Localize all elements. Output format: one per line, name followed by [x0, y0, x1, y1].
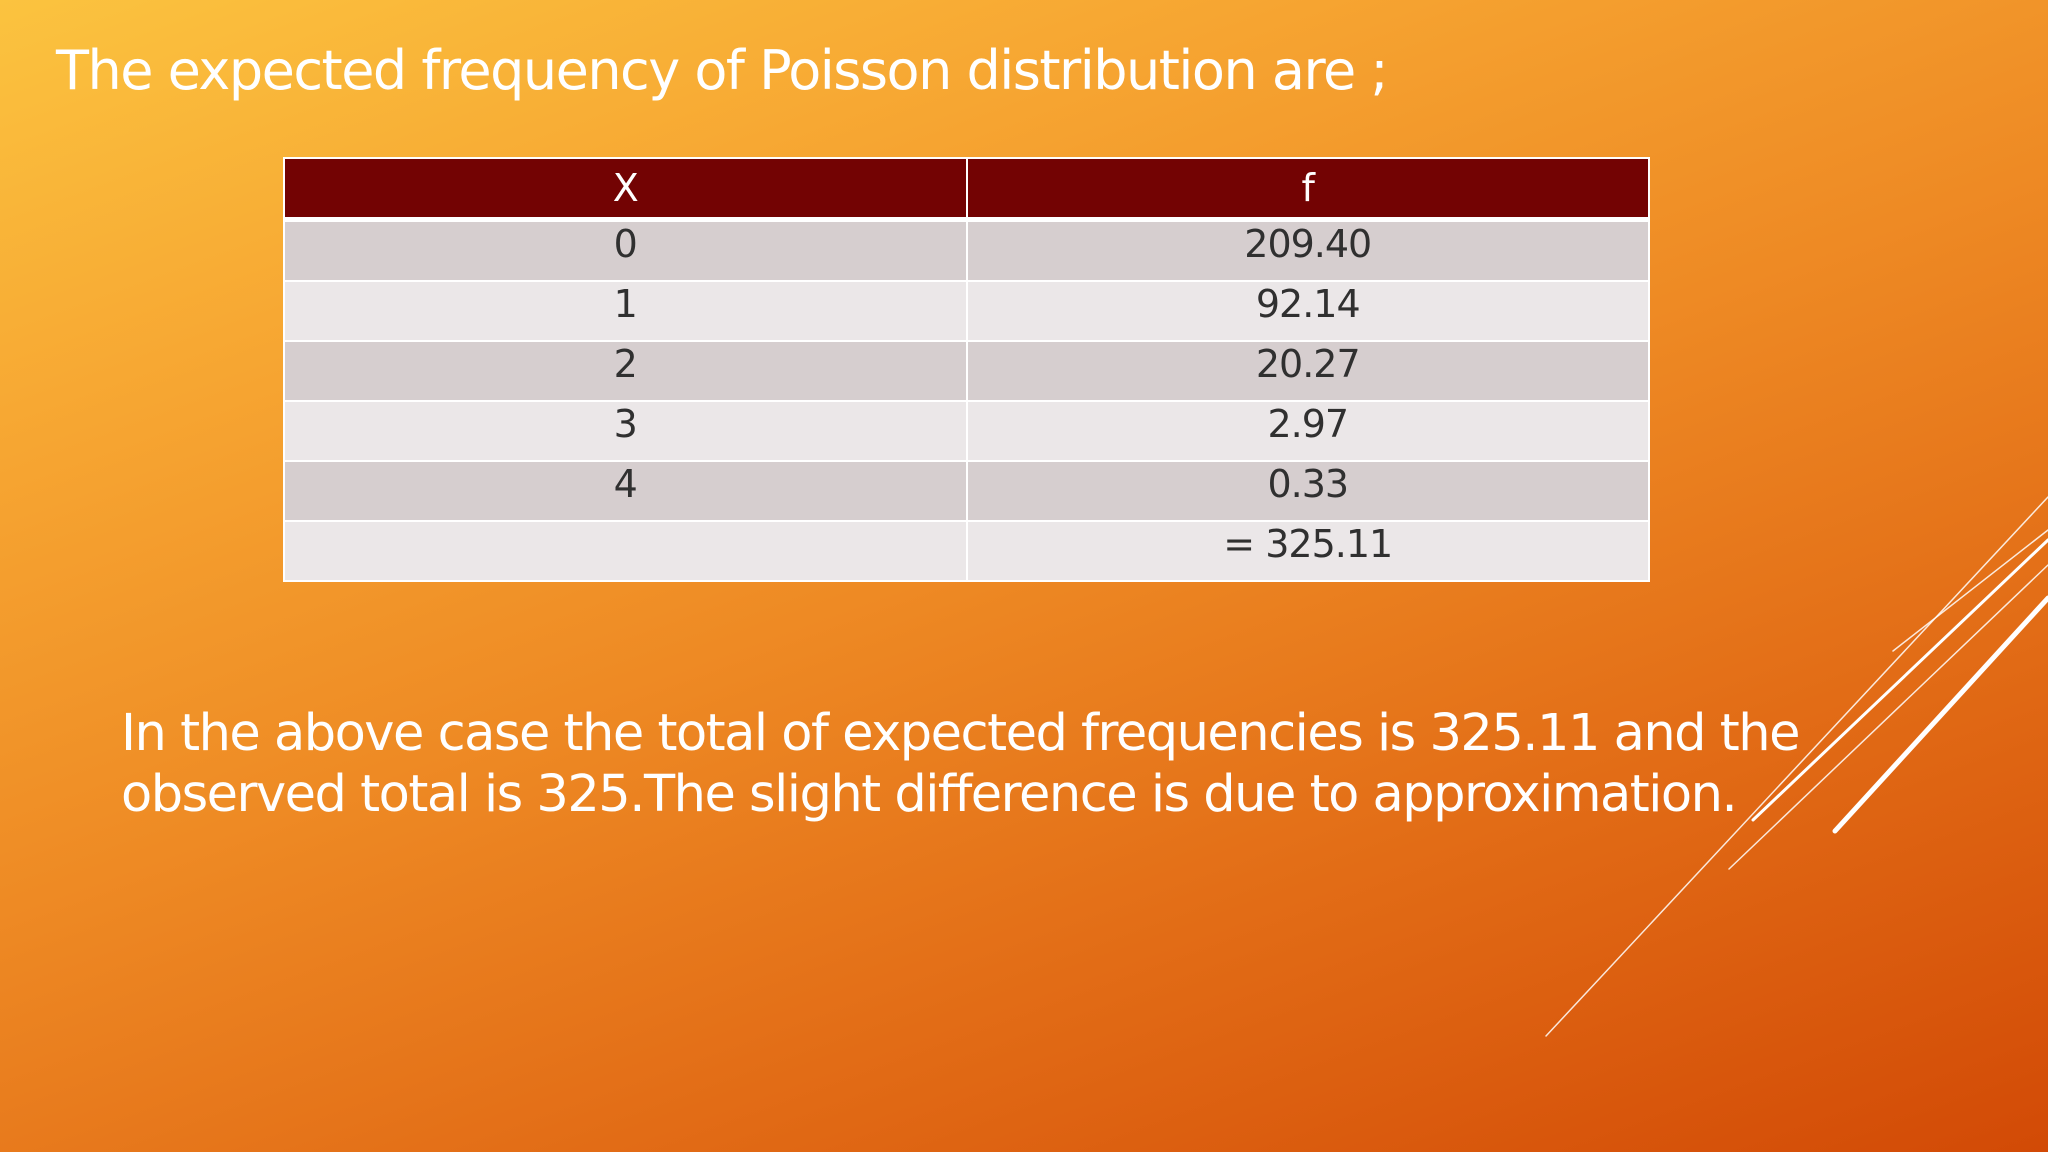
cell-x: 4	[283, 460, 968, 522]
cell-x: 2	[283, 340, 968, 402]
cell-x: 1	[283, 280, 968, 342]
column-header-f: f	[965, 157, 1650, 222]
cell-total: = 325.11	[965, 520, 1650, 582]
cell-f: 92.14	[965, 280, 1650, 342]
deco-line-thin-upper	[1892, 529, 2048, 652]
cell-f: 0.33	[965, 460, 1650, 522]
table-row: 0 209.40	[283, 218, 1650, 282]
table-header-row: X f	[283, 157, 1650, 222]
cell-x-empty	[283, 520, 968, 582]
explanation-text: In the above case the total of expected …	[121, 704, 1800, 824]
table-row: 4 0.33	[283, 460, 1650, 522]
table-total-row: = 325.11	[283, 520, 1650, 582]
table-row: 2 20.27	[283, 340, 1650, 402]
cell-x: 3	[283, 400, 968, 462]
cell-x: 0	[283, 218, 968, 282]
table-row: 3 2.97	[283, 400, 1650, 462]
expected-frequency-table: X f 0 209.40 1 92.14 2 20.27 3 2.97 4 0.…	[283, 157, 1650, 582]
cell-f: 20.27	[965, 340, 1650, 402]
cell-f: 209.40	[965, 218, 1650, 282]
column-header-x: X	[283, 157, 968, 222]
slide-title: The expected frequency of Poisson distri…	[56, 39, 1389, 102]
cell-f: 2.97	[965, 400, 1650, 462]
deco-line-thick	[1832, 595, 2048, 834]
table-row: 1 92.14	[283, 280, 1650, 342]
